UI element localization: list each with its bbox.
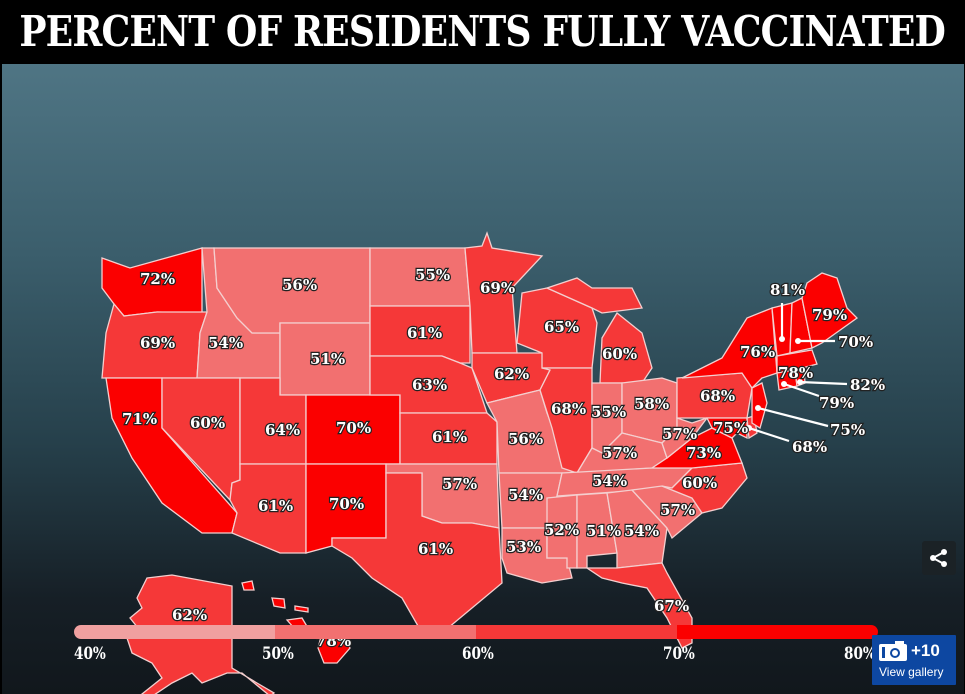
legend-tick-60: 60% bbox=[462, 644, 494, 664]
label-ny: 76% bbox=[740, 343, 775, 361]
view-gallery-button[interactable]: +10 View gallery bbox=[872, 635, 956, 685]
legend-band-40-50 bbox=[74, 625, 275, 639]
leader-de bbox=[748, 426, 790, 443]
label-in: 55% bbox=[591, 403, 626, 421]
label-il: 68% bbox=[551, 400, 586, 418]
label-ut: 64% bbox=[265, 421, 300, 439]
legend-band-70-80 bbox=[677, 625, 878, 639]
dot-nh bbox=[795, 338, 801, 344]
label-ok: 57% bbox=[442, 475, 477, 493]
color-legend bbox=[74, 625, 878, 639]
state-mi-up bbox=[545, 277, 643, 314]
gallery-label: View gallery bbox=[879, 665, 944, 679]
label-md: 75% bbox=[713, 419, 748, 437]
label-la: 53% bbox=[506, 538, 541, 556]
title-bar: PERCENT OF RESIDENTS FULLY VACCINATED bbox=[0, 0, 965, 62]
legend-labels: 40% 50% 60% 70% 80% bbox=[0, 644, 965, 666]
label-ga: 54% bbox=[624, 522, 659, 540]
dot-vt bbox=[779, 336, 785, 342]
label-wi: 65% bbox=[544, 318, 579, 336]
legend-band-60-70 bbox=[476, 625, 677, 639]
state-hi-molokai bbox=[294, 605, 309, 613]
map-area: 72% 69% 71% 54% 60% 56% 51% 64% 70% 61% … bbox=[2, 64, 964, 694]
label-nc: 60% bbox=[682, 474, 717, 492]
label-wv: 57% bbox=[662, 425, 697, 443]
label-nh: 70% bbox=[838, 333, 873, 351]
state-hi-oahu bbox=[271, 597, 286, 609]
us-map: 72% 69% 71% 54% 60% 56% 51% 64% 70% 61% … bbox=[101, 231, 886, 694]
state-mn bbox=[464, 231, 544, 354]
label-fl: 67% bbox=[654, 597, 689, 615]
state-wv bbox=[661, 416, 709, 460]
legend-band-50-60 bbox=[275, 625, 476, 639]
label-wy: 51% bbox=[310, 350, 345, 368]
label-mn: 69% bbox=[480, 279, 515, 297]
label-mi: 60% bbox=[602, 345, 637, 363]
leader-ri bbox=[799, 380, 848, 386]
state-hi-kauai bbox=[241, 580, 255, 591]
share-button[interactable] bbox=[922, 541, 956, 575]
label-ne: 63% bbox=[412, 376, 447, 394]
label-nj: 75% bbox=[830, 421, 865, 439]
label-ky: 57% bbox=[602, 444, 637, 462]
state-fl bbox=[584, 562, 693, 649]
label-oh: 58% bbox=[634, 395, 669, 413]
legend-tick-80: 80% bbox=[844, 644, 876, 664]
label-mt: 56% bbox=[282, 276, 317, 294]
label-va: 73% bbox=[686, 444, 721, 462]
label-nd: 55% bbox=[415, 266, 450, 284]
label-ca: 71% bbox=[122, 410, 157, 428]
page-title: PERCENT OF RESIDENTS FULLY VACCINATED bbox=[19, 6, 947, 56]
state-ks bbox=[399, 412, 498, 465]
state-me bbox=[801, 272, 859, 349]
label-wa: 72% bbox=[140, 270, 175, 288]
dot-ri bbox=[797, 379, 803, 385]
label-tn: 54% bbox=[592, 472, 627, 490]
label-nm: 70% bbox=[329, 495, 364, 513]
camera-icon bbox=[879, 641, 907, 661]
label-co: 70% bbox=[336, 419, 371, 437]
legend-tick-40: 40% bbox=[74, 644, 106, 664]
label-ma: 78% bbox=[778, 364, 813, 382]
legend-tick-50: 50% bbox=[262, 644, 294, 664]
label-vt: 81% bbox=[770, 281, 805, 299]
legend-tick-70: 70% bbox=[663, 644, 695, 664]
label-de: 68% bbox=[792, 438, 827, 456]
label-sc: 57% bbox=[660, 501, 695, 519]
dot-ct bbox=[781, 381, 787, 387]
dot-de bbox=[746, 425, 752, 431]
label-tx: 61% bbox=[418, 540, 453, 558]
label-me: 79% bbox=[812, 306, 847, 324]
label-mo: 56% bbox=[508, 430, 543, 448]
state-ma bbox=[776, 349, 818, 374]
label-ar: 54% bbox=[508, 486, 543, 504]
label-ak: 62% bbox=[172, 606, 207, 624]
share-icon bbox=[930, 549, 947, 567]
label-ia: 62% bbox=[494, 365, 529, 383]
leader-ct bbox=[783, 382, 820, 398]
label-ks: 61% bbox=[432, 428, 467, 446]
label-sd: 61% bbox=[407, 324, 442, 342]
label-ct: 79% bbox=[819, 394, 854, 412]
label-id: 54% bbox=[208, 334, 243, 352]
label-al: 51% bbox=[586, 522, 621, 540]
gallery-count: +10 bbox=[911, 641, 940, 660]
label-az: 61% bbox=[258, 497, 293, 515]
gallery-top: +10 bbox=[879, 641, 940, 661]
label-ms: 52% bbox=[544, 521, 579, 539]
label-nv: 60% bbox=[190, 414, 225, 432]
leader-nj bbox=[757, 406, 829, 428]
label-ri: 82% bbox=[850, 376, 885, 394]
label-pa: 68% bbox=[700, 387, 735, 405]
label-or: 69% bbox=[140, 334, 175, 352]
dot-nj bbox=[755, 405, 761, 411]
